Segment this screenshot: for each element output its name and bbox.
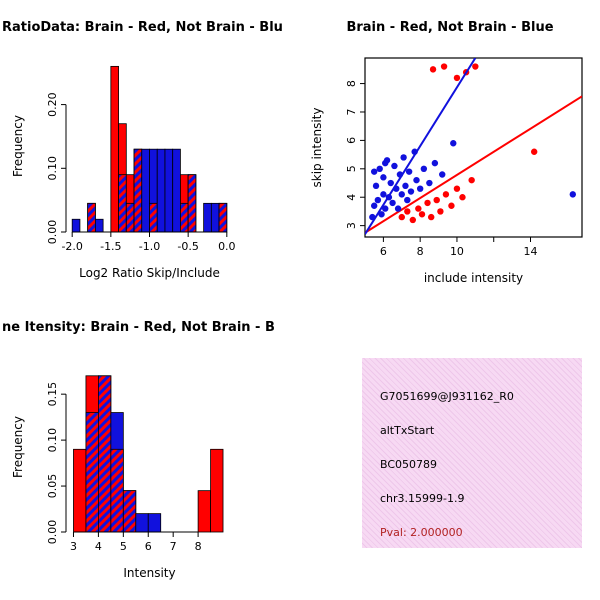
hist-ratio-title: RatioData: Brain - Red, Not Brain - Blu [2, 20, 283, 35]
gene-info-line: BC050789 [380, 458, 438, 471]
svg-text:5: 5 [345, 165, 358, 172]
panel-scatter: Brain - Red, Not Brain - Blue 6 8 10 14 3 4 5 6… [300, 0, 600, 300]
svg-text:Intensity: Intensity [123, 566, 175, 580]
scatter-title: Brain - Red, Not Brain - Blue [346, 20, 554, 35]
svg-text:3: 3 [345, 222, 358, 229]
panel-gene-info: G7051699@J931162_R0 altTxStart BC050789 chr… [300, 300, 600, 600]
gene-pval-text: Pval: 2.000000 [380, 526, 463, 539]
svg-text:14: 14 [524, 245, 538, 258]
svg-text:Frequency: Frequency [11, 115, 25, 177]
hist-ratio-plot: -2.0 -1.5 -1.0 -0.5 0.0 0.00 0.10 0.20 Log2 Rati… [11, 65, 236, 280]
svg-text:-2.0: -2.0 [61, 240, 82, 253]
svg-text:4: 4 [345, 194, 358, 201]
svg-text:0.10: 0.10 [46, 156, 59, 181]
svg-text:0.20: 0.20 [46, 92, 59, 117]
gene-info-line: chr3.15999-1.9 [380, 492, 465, 505]
hist-intensity-title: ne Itensity: Brain - Red, Not Brain - B [2, 320, 275, 335]
svg-text:6: 6 [145, 540, 152, 553]
svg-text:Frequency: Frequency [11, 416, 25, 478]
svg-text:0.00: 0.00 [46, 220, 59, 245]
svg-text:7: 7 [345, 108, 358, 115]
svg-text:3: 3 [70, 540, 77, 553]
svg-text:6: 6 [345, 137, 358, 144]
svg-text:-0.5: -0.5 [177, 240, 198, 253]
svg-text:include intensity: include intensity [424, 271, 523, 285]
svg-text:8: 8 [195, 540, 202, 553]
panel-hist-ratio: RatioData: Brain - Red, Not Brain - Blu … [0, 0, 300, 300]
gene-info-box: G7051699@J931162_R0 altTxStart BC050789 chr… [362, 358, 582, 548]
svg-text:7: 7 [170, 540, 177, 553]
svg-text:0.05: 0.05 [46, 474, 59, 499]
svg-text:8: 8 [417, 245, 424, 258]
svg-text:-1.0: -1.0 [139, 240, 160, 253]
svg-text:0.00: 0.00 [46, 520, 59, 545]
gene-info-line: G7051699@J931162_R0 [380, 390, 514, 403]
svg-text:0.15: 0.15 [46, 382, 59, 407]
svg-text:skip intensity: skip intensity [310, 108, 324, 188]
gene-info-line: altTxStart [380, 424, 435, 437]
svg-text:-1.5: -1.5 [100, 240, 121, 253]
svg-text:5: 5 [120, 540, 127, 553]
svg-text:0.0: 0.0 [218, 240, 236, 253]
hist-intensity-plot: 3 4 5 6 7 8 0.00 0.05 0.10 0.15 Intensity Frequency [11, 375, 224, 580]
svg-text:4: 4 [95, 540, 102, 553]
svg-text:6: 6 [380, 245, 387, 258]
svg-text:10: 10 [450, 245, 464, 258]
panel-hist-intensity: ne Itensity: Brain - Red, Not Brain - B … [0, 300, 300, 600]
svg-text:Log2 Ratio Skip/Include: Log2 Ratio Skip/Include [79, 266, 220, 280]
svg-text:8: 8 [345, 80, 358, 87]
svg-text:0.10: 0.10 [46, 428, 59, 453]
